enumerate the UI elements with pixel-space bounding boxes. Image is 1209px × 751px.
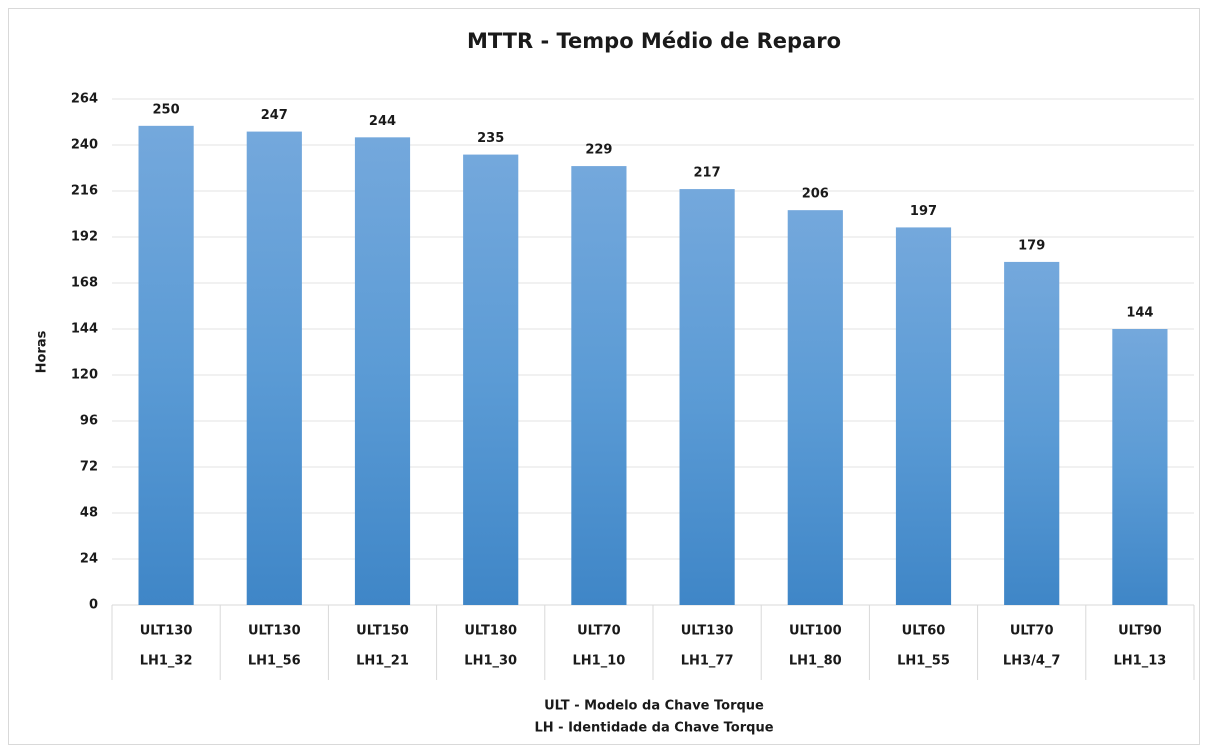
y-tick-label: 0 [89,598,98,613]
x-tick-label: LH1_30 [464,654,517,669]
x-tick-label: ULT150 [356,624,409,639]
y-tick-label: 264 [71,92,98,107]
x-tick-label: LH1_55 [897,654,950,669]
x-tick-label: ULT60 [902,624,946,639]
x-tick-label: ULT90 [1118,624,1162,639]
x-axis-title: LH - Identidade da Chave Torque [534,721,773,736]
y-tick-label: 48 [80,506,98,521]
x-tick-label: ULT130 [248,624,301,639]
x-tick-label: ULT130 [140,624,193,639]
y-tick-label: 24 [80,552,98,567]
y-tick-label: 144 [71,322,98,337]
x-tick-label: ULT180 [464,624,517,639]
data-label: 144 [1126,306,1153,321]
bar [246,131,302,606]
x-tick-label: LH1_80 [789,654,842,669]
data-label: 247 [261,108,288,123]
y-tick-label: 72 [80,460,98,475]
chart-title: MTTR - Tempo Médio de Reparo [467,29,841,53]
x-tick-label: ULT70 [577,624,621,639]
bar [895,227,952,605]
bar [1004,261,1060,605]
bar [354,137,411,606]
y-tick-label: 96 [80,414,98,429]
x-tick-label: LH1_32 [140,654,193,669]
x-tick-label: LH1_21 [356,654,409,669]
x-tick-label: LH1_13 [1113,654,1166,669]
y-tick-label: 240 [71,138,98,153]
bar [463,154,519,606]
x-tick-label: LH1_10 [572,654,625,669]
data-label: 235 [477,131,504,146]
bar [679,189,735,606]
data-label: 244 [369,114,396,129]
bar [571,166,627,606]
data-label: 197 [910,204,937,219]
y-tick-label: 168 [71,276,98,291]
data-label: 217 [694,166,721,181]
data-label: 206 [802,187,829,202]
y-tick-label: 216 [71,184,98,199]
bar [1112,329,1168,605]
data-label: 179 [1018,238,1045,253]
y-tick-label: 192 [71,230,98,245]
bar [787,210,843,605]
x-tick-label: ULT70 [1010,624,1054,639]
y-tick-label: 120 [71,368,98,383]
data-label: 250 [153,102,180,117]
x-tick-label: LH1_56 [248,654,301,669]
y-axis-title: Horas [35,330,50,373]
x-tick-label: ULT130 [681,624,734,639]
data-label: 229 [585,143,612,158]
x-tick-label: LH3/4_7 [1003,654,1061,669]
bar [138,125,194,605]
x-axis-title: ULT - Modelo da Chave Torque [544,699,764,714]
x-tick-label: LH1_77 [681,654,734,669]
x-tick-label: ULT100 [789,624,842,639]
